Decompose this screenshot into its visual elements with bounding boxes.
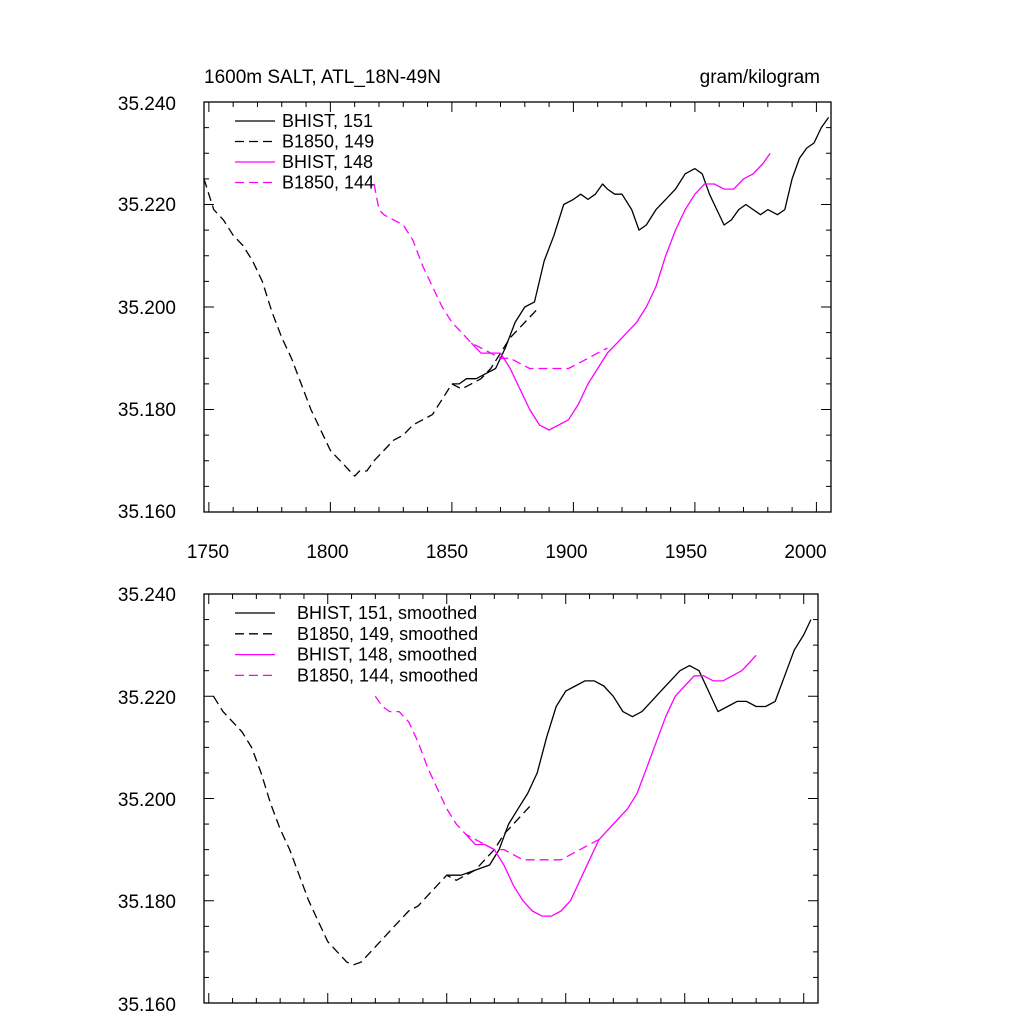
series-line-3 xyxy=(470,152,771,431)
legend-label: BHIST, 148, smoothed xyxy=(297,645,477,665)
top-x-tick-labels: 1750 1800 1850 1900 1950 2000 xyxy=(187,542,827,563)
x-tick-label: 1950 xyxy=(665,542,707,563)
legend-label: B1850, 149, smoothed xyxy=(297,624,478,644)
series-line-2 xyxy=(203,178,540,477)
y-tick-label: 35.240 xyxy=(118,585,176,606)
y-tick-label: 35.220 xyxy=(118,688,176,709)
series-line-4 xyxy=(374,695,600,861)
y-tick-label: 35.200 xyxy=(118,790,176,811)
legend-label: B1850, 144 xyxy=(282,173,374,193)
bottom-y-tick-labels: 35.240 35.220 35.200 35.180 35.160 xyxy=(118,585,176,1016)
top-axis-ticks xyxy=(204,101,831,513)
x-tick-label: 1800 xyxy=(306,542,348,563)
y-tick-label: 35.240 xyxy=(118,94,176,115)
x-tick-label: 1900 xyxy=(545,542,587,563)
legend-label: B1850, 149 xyxy=(282,132,374,152)
top-y-tick-labels: 35.240 35.220 35.200 35.180 35.160 xyxy=(118,94,176,523)
y-tick-label: 35.180 xyxy=(118,400,176,421)
legend-label: BHIST, 151 xyxy=(282,111,373,131)
top-plot-series xyxy=(203,117,830,477)
series-line-1 xyxy=(451,117,830,385)
bottom-plot-series xyxy=(212,619,812,966)
top-panel-units: gram/kilogram xyxy=(700,67,820,88)
legend-label: BHIST, 148 xyxy=(282,152,373,172)
top-panel: 1600m SALT, ATL_18N-49N gram/kilogram BH… xyxy=(118,67,832,563)
x-tick-label: 2000 xyxy=(784,542,826,563)
top-panel-title: 1600m SALT, ATL_18N-49N xyxy=(204,67,441,88)
series-line-4 xyxy=(373,183,608,370)
y-tick-label: 35.160 xyxy=(118,502,176,523)
y-tick-label: 35.160 xyxy=(118,995,176,1016)
y-tick-label: 35.220 xyxy=(118,195,176,216)
top-plot-frame xyxy=(203,101,832,513)
bottom-plot-frame xyxy=(203,593,819,1004)
series-line-3 xyxy=(465,654,757,917)
legend-label: B1850, 144, smoothed xyxy=(297,665,478,685)
series-line-1 xyxy=(446,619,812,876)
series-line-2 xyxy=(212,695,533,966)
x-tick-label: 1750 xyxy=(187,542,229,563)
legend-label: BHIST, 151, smoothed xyxy=(297,603,477,623)
y-tick-label: 35.200 xyxy=(118,298,176,319)
y-tick-label: 35.180 xyxy=(118,892,176,913)
x-tick-label: 1850 xyxy=(426,542,468,563)
